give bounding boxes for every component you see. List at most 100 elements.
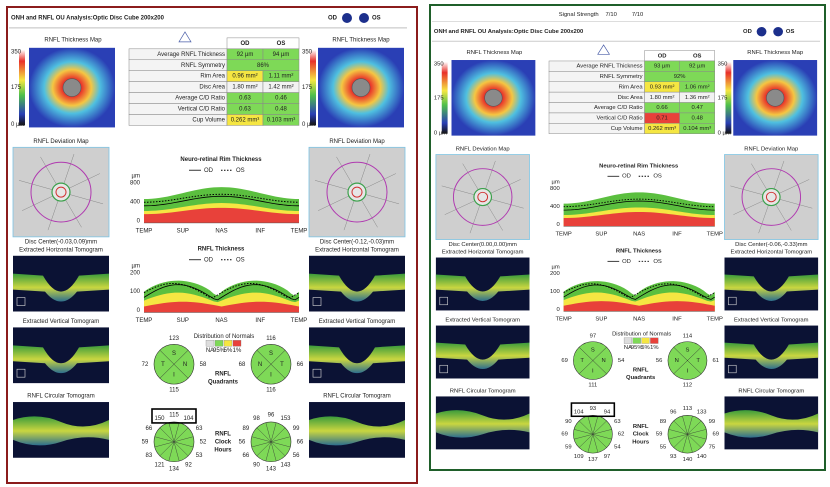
scan-icon [598,45,610,54]
disc-margin [763,189,781,206]
y-tick-label: 100 [550,289,560,295]
quadrant-letter: S [172,351,176,357]
clock-value: 104 [184,416,195,422]
chart-unit: µm [551,265,559,271]
od-label: OD [743,29,752,35]
table-value: 1.06 mm² [685,85,710,91]
clock-value: 137 [588,457,598,463]
scale-label: 350 [434,61,444,67]
clock-value: 153 [281,416,292,422]
quadrant-value: 111 [588,383,597,389]
clock-value: 92 [185,463,192,469]
tomogram-title: RNFL Circular Tomogram [27,394,95,400]
normals-label: 1% [650,345,658,351]
quadrant-value: 116 [266,336,276,342]
clock-value: 66 [297,439,304,445]
table-value: 1.80 mm² [650,95,675,101]
quadrant-letter: S [591,348,595,354]
os-label: OS [372,16,381,22]
quadrant-value: 97 [590,334,597,340]
x-tick-label: NAS [215,318,227,324]
quadrant-label: Quadrants [208,380,239,386]
scale-label: 0 µm [718,130,731,136]
scale-label: 175 [11,85,22,91]
table-row-label: Rim Area [200,74,225,80]
clock-value: 98 [253,416,260,422]
clock-value: 89 [243,426,250,432]
table-value: 0.262 mm³ [648,126,676,132]
clock-value: 75 [709,445,716,451]
quadrant-label: RNFL [633,368,649,374]
report: ONH and RNFL OU Analysis:Optic Disc Cube… [9,13,407,472]
x-tick-label: INF [255,318,265,324]
tomogram-title: Extracted Horizontal Tomogram [442,249,524,255]
scale-label: 0 µm [11,122,24,128]
scan-icon [179,32,191,42]
clock-value: 53 [196,453,203,459]
quadrant-value: 66 [297,362,304,368]
clock-value: 66 [243,453,250,459]
map-title: RNFL Thickness Map [44,37,102,43]
clock-value: 133 [697,410,707,416]
clock-value: 63 [614,419,621,425]
os-dot [773,27,783,36]
quadrant-letter: N [601,358,605,364]
table-row-label: Disc Area [618,95,644,101]
table-value: 0.93 mm² [650,85,675,91]
quadrant-value: 116 [266,388,276,394]
table-value: 0.103 mm³ [267,118,296,124]
y-tick-label: 0 [556,307,559,313]
table-row-label: RNFL Symmetry [600,74,643,80]
quadrant-value: 54 [618,358,625,364]
table-value: 93 µm [654,64,671,70]
quadrant-letter: N [675,358,679,364]
tomogram-title: RNFL Circular Tomogram [450,388,516,394]
normals-swatch [206,340,214,346]
table-value: 0.46 [275,96,287,102]
deviation-title: RNFL Deviation Map [33,139,89,145]
chart-title: Neuro-retinal Rim Thickness [180,157,262,163]
clock-value: 99 [293,426,300,432]
report-title: ONH and RNFL OU Analysis:Optic Disc Cube… [11,16,165,22]
legend-od: OD [622,174,631,180]
x-tick-label: NAS [633,317,645,323]
clock-value: 83 [146,453,153,459]
y-tick-label: 800 [130,181,141,187]
quadrant-letter: N [258,362,262,368]
clock-value: 96 [670,410,677,416]
tomogram-title: RNFL Circular Tomogram [323,394,391,400]
table-row-label: Cup Volume [192,118,225,124]
quadrant-label: RNFL [215,372,231,378]
tomogram-title: Extracted Vertical Tomogram [23,319,99,325]
table-row-label: Vertical C/D Ratio [178,107,226,113]
table-value: 94 µm [273,52,290,58]
tomogram-title: Extracted Horizontal Tomogram [730,249,812,255]
table-row-label: Average C/D Ratio [594,105,643,111]
clock-value: 150 [155,416,166,422]
clock-value: 93 [670,454,677,460]
legend-os: OS [236,257,245,263]
x-tick-label: TEMP [136,228,153,234]
table-value: 0.71 [656,116,667,122]
scale-label: 350 [11,49,22,55]
quadrant-letter: T [580,358,584,364]
clock-value: 143 [266,466,277,472]
clock-value: 96 [268,413,275,419]
clock-value: 59 [565,445,572,451]
quadrant-letter: S [269,351,273,357]
table-value: 0.104 mm³ [683,126,711,132]
legend-os: OS [653,174,662,180]
x-tick-label: TEMP [707,231,723,237]
y-tick-label: 800 [550,186,560,192]
table-value: 1.42 mm² [268,85,293,91]
clock-label: Clock [215,439,232,445]
quadrant-label: Quadrants [626,375,655,381]
clock-label: RNFL [633,424,649,430]
os-label: OS [786,29,795,35]
quadrant-value: 114 [683,334,693,340]
normals-swatch [650,338,658,344]
x-tick-label: TEMP [291,228,308,234]
table-value: 0.63 [239,107,251,113]
table-header [227,38,299,49]
normals-swatch [233,340,241,346]
